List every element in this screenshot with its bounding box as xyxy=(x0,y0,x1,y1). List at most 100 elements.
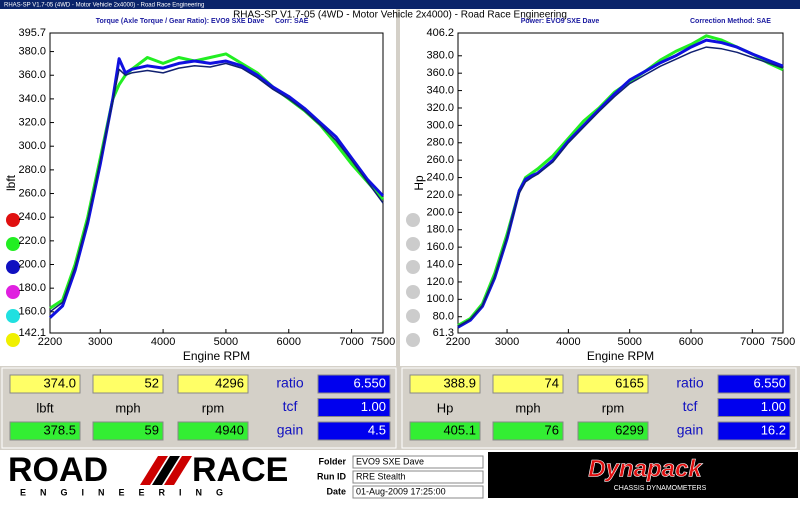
y-tick-label: 142.1 xyxy=(18,327,46,339)
x-tick-label: 3000 xyxy=(88,336,112,348)
param-box xyxy=(717,398,791,417)
y-tick-label: 220.0 xyxy=(426,189,454,201)
x-tick-label: 6000 xyxy=(679,336,703,348)
y-tick-label: 360.0 xyxy=(18,69,46,81)
right-panel xyxy=(400,9,800,366)
param-box xyxy=(317,398,391,417)
y-tick-label: 340.0 xyxy=(18,93,46,105)
x-tick-label: 5000 xyxy=(214,336,238,348)
y-tick-label: 320.0 xyxy=(18,116,46,128)
stripe xyxy=(164,456,192,485)
readout-top: 4296 xyxy=(215,375,244,390)
value-box-yellow xyxy=(92,374,164,394)
value-box-yellow xyxy=(9,374,81,394)
param-label: ratio xyxy=(676,375,703,391)
x-tick-label: 5000 xyxy=(617,336,641,348)
y-tick-label: 200.0 xyxy=(426,206,454,218)
y-tick-label: 61.3 xyxy=(433,327,454,339)
plot-frame xyxy=(457,32,784,334)
value-box-green xyxy=(409,421,481,441)
legend-dot xyxy=(406,333,420,347)
y-tick-label: 300.0 xyxy=(18,140,46,152)
param-box xyxy=(317,421,391,441)
y-tick-label: 280.0 xyxy=(426,137,454,149)
chart-note: Correction Method: SAE xyxy=(690,18,771,25)
brand-box xyxy=(488,452,798,498)
y-tick-label: 180.0 xyxy=(426,224,454,236)
field-label: Run ID xyxy=(317,471,346,481)
param-box xyxy=(717,421,791,441)
x-tick-label: 4000 xyxy=(151,336,175,348)
y-tick-label: 340.0 xyxy=(426,84,454,96)
value-box-yellow xyxy=(177,374,249,394)
field-label: Date xyxy=(326,486,346,496)
legend-dot xyxy=(406,285,420,299)
x-tick-label: 3000 xyxy=(495,336,519,348)
y-tick-label: 140.0 xyxy=(426,258,454,270)
y-axis-label: Hp xyxy=(412,175,426,191)
data-line xyxy=(49,62,384,313)
data-line xyxy=(457,46,784,327)
left-panel xyxy=(0,9,396,366)
readout-label: mph xyxy=(515,400,540,415)
y-tick-label: 260.0 xyxy=(18,187,46,199)
logo-road: ROAD xyxy=(8,451,108,489)
param-label: gain xyxy=(277,422,303,438)
x-tick-label: 2200 xyxy=(38,336,62,348)
brand-sub: CHASSIS DYNAMOMETERS xyxy=(614,485,707,492)
legend-buttons xyxy=(6,213,420,347)
legend-dot xyxy=(406,237,420,251)
y-tick-label: 380.0 xyxy=(426,50,454,62)
readout-bottom: 76 xyxy=(545,422,559,437)
legend-dot xyxy=(406,213,420,227)
chart-title: Power: EVO9 SXE Dave xyxy=(521,18,600,25)
readout-top: 52 xyxy=(145,375,159,390)
readout-top: 388.9 xyxy=(443,375,476,390)
legend-dot xyxy=(6,260,20,274)
y-tick-label: 160.0 xyxy=(18,306,46,318)
chart-note: Corr: SAE xyxy=(275,18,309,25)
field-box xyxy=(352,485,484,499)
logo-stripes xyxy=(140,456,192,485)
y-tick-label: 220.0 xyxy=(18,235,46,247)
x-axis-label: Engine RPM xyxy=(587,349,654,363)
y-tick-label: 80.0 xyxy=(433,311,454,323)
stripe xyxy=(152,456,180,485)
legend-dot xyxy=(406,260,420,274)
legend-dot xyxy=(406,309,420,323)
readout-bottom: 378.5 xyxy=(43,422,76,437)
field-value: RRE Stealth xyxy=(356,471,406,481)
param-label: gain xyxy=(677,422,703,438)
param-value: 6.550 xyxy=(753,375,786,390)
logo-sub: ENGINEERING xyxy=(20,487,237,497)
param-label: tcf xyxy=(683,398,698,414)
stripe xyxy=(140,456,168,485)
value-box-green xyxy=(492,421,564,441)
y-tick-label: 200.0 xyxy=(18,258,46,270)
legend-dot xyxy=(6,309,20,323)
value-box-green xyxy=(577,421,649,441)
legend-dot xyxy=(6,285,20,299)
logo-race: RACE xyxy=(192,451,288,489)
readout-bottom: 6299 xyxy=(615,422,644,437)
y-tick-label: 260.0 xyxy=(426,154,454,166)
y-tick-label: 380.0 xyxy=(18,45,46,57)
param-value: 4.5 xyxy=(368,422,386,437)
param-value: 1.00 xyxy=(361,399,386,414)
readout-label: rpm xyxy=(602,400,624,415)
y-tick-label: 280.0 xyxy=(18,164,46,176)
y-tick-label: 100.0 xyxy=(426,293,454,305)
param-box xyxy=(317,374,391,394)
y-axis-label: lbft xyxy=(4,174,18,191)
plot-frame xyxy=(49,32,384,334)
y-tick-label: 120.0 xyxy=(426,276,454,288)
legend-dot xyxy=(6,213,20,227)
param-value: 6.550 xyxy=(353,375,386,390)
y-tick-label: 240.0 xyxy=(18,211,46,223)
param-label: ratio xyxy=(276,375,303,391)
chart-title: Torque (Axle Torque / Gear Ratio): EVO9 … xyxy=(96,18,265,25)
brand: Dynapack xyxy=(588,455,703,482)
field-value: EVO9 SXE Dave xyxy=(356,456,424,466)
